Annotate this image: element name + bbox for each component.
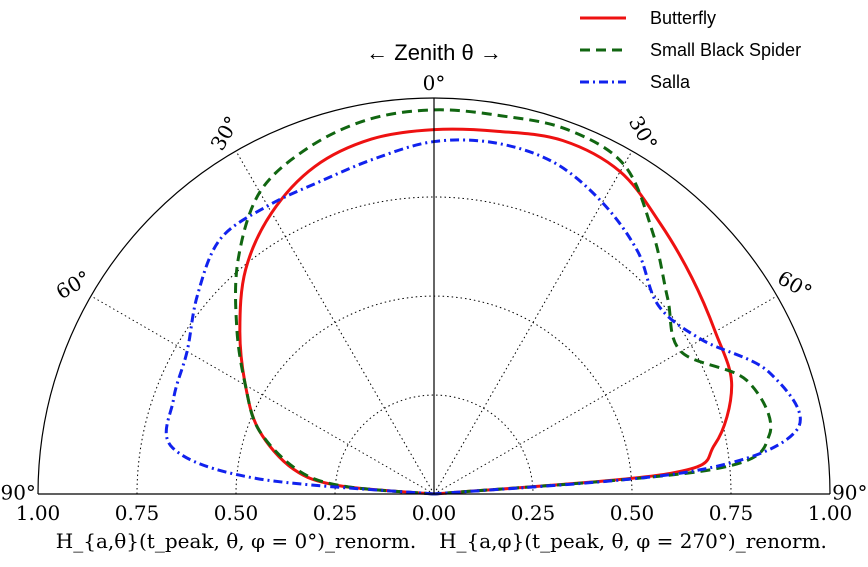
x-axis-label-right: H_{a,φ}(t_peak, θ, φ = 270°)_renorm. [439, 529, 827, 553]
angle-tick-label: 30° [206, 112, 245, 155]
radial-tick-label: 0.25 [511, 501, 556, 525]
grid-spoke-right-30 [433, 150, 633, 495]
angle-tick-label: 90° [0, 481, 35, 505]
grid-spoke-right-60 [433, 295, 778, 495]
angle-tick-label: 90° [832, 481, 867, 505]
radial-tick-label: 0.50 [214, 501, 259, 525]
tick-labels: 1.00 0.75 0.50 0.25 0.00 0.25 0.50 0.75 1.00 0° 30… [0, 71, 867, 525]
series-line-salla [164, 138, 802, 496]
radial-tick-label: 1.00 [808, 501, 853, 525]
legend: Butterfly Small Black Spider Salla [580, 8, 801, 92]
chart-title: ← Zenith θ → [366, 40, 502, 65]
grid-spoke-left-30 [235, 150, 435, 495]
radial-tick-label: 0.75 [709, 501, 754, 525]
grid-spoke-left-60 [90, 295, 435, 495]
angle-tick-label: 60° [773, 266, 816, 305]
polar-frame [37, 97, 831, 495]
angle-tick-label: 60° [52, 266, 95, 305]
series-line-small-black-spider [234, 108, 773, 496]
angle-tick-label: 0° [423, 71, 446, 95]
radial-tick-label: 0.00 [412, 501, 457, 525]
angle-tick-label: 30° [624, 112, 663, 155]
series-layer [164, 108, 802, 496]
legend-label: Butterfly [650, 8, 716, 28]
radial-tick-label: 0.50 [610, 501, 655, 525]
legend-label: Small Black Spider [650, 40, 801, 60]
legend-label: Salla [650, 72, 691, 92]
radial-tick-label: 1.00 [16, 501, 61, 525]
radial-tick-label: 0.75 [115, 501, 160, 525]
x-axis-label-left: H_{a,θ}(t_peak, θ, φ = 0°)_renorm. [56, 529, 416, 553]
grid-arc-0 [334, 394, 534, 495]
radial-tick-label: 0.25 [313, 501, 358, 525]
